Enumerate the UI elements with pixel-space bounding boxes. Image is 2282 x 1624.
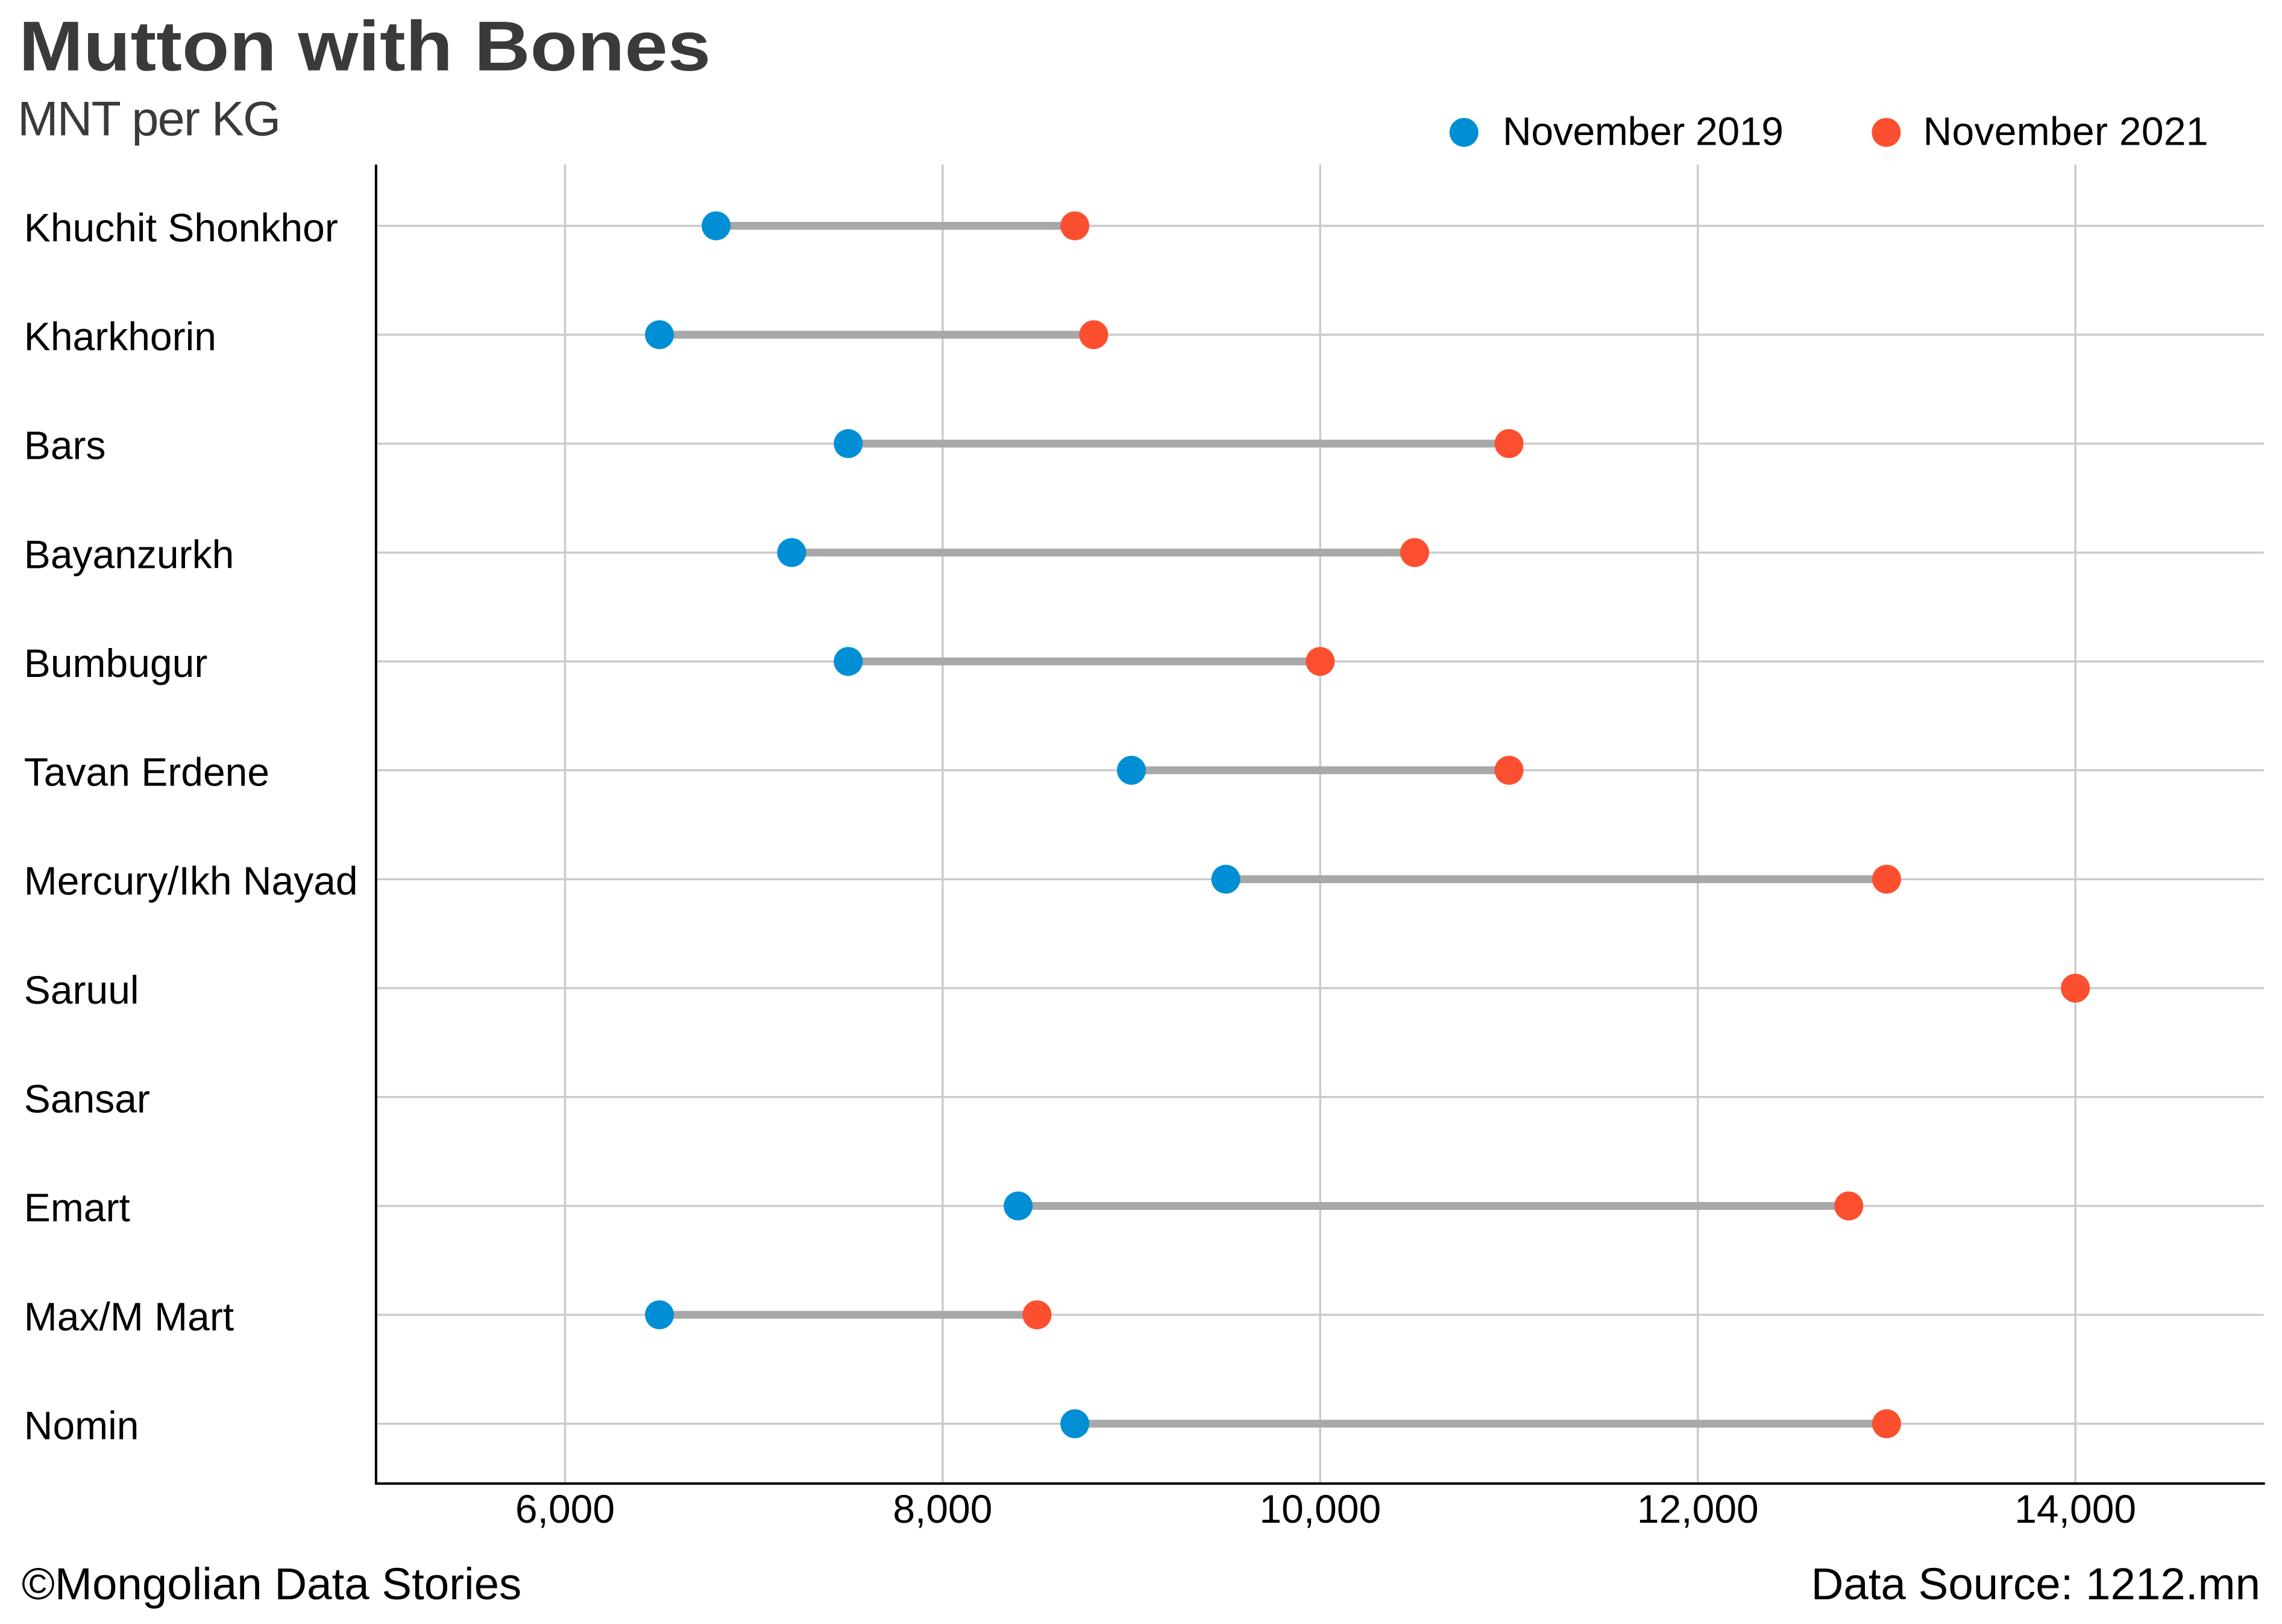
svg-text:Mutton with Bones: Mutton with Bones bbox=[19, 7, 711, 86]
svg-text:Data Source: 1212.mn: Data Source: 1212.mn bbox=[1811, 1559, 2260, 1609]
svg-text:©Mongolian Data Stories: ©Mongolian Data Stories bbox=[22, 1559, 521, 1609]
svg-text:Khuchit Shonkhor: Khuchit Shonkhor bbox=[24, 205, 338, 250]
svg-text:Max/M Mart: Max/M Mart bbox=[24, 1294, 234, 1339]
svg-text:6,000: 6,000 bbox=[515, 1487, 615, 1531]
svg-text:Mercury/Ikh Nayad: Mercury/Ikh Nayad bbox=[24, 858, 358, 903]
svg-text:Saruul: Saruul bbox=[24, 968, 139, 1012]
svg-text:November 2021: November 2021 bbox=[1923, 109, 2208, 153]
svg-text:November 2019: November 2019 bbox=[1503, 109, 1784, 153]
svg-text:MNT per KG: MNT per KG bbox=[17, 92, 281, 146]
svg-text:Bayanzurkh: Bayanzurkh bbox=[24, 532, 234, 576]
svg-text:Kharkhorin: Kharkhorin bbox=[24, 314, 216, 359]
svg-text:Tavan Erdene: Tavan Erdene bbox=[24, 750, 269, 795]
svg-text:Nomin: Nomin bbox=[24, 1403, 139, 1447]
svg-text:Sansar: Sansar bbox=[24, 1077, 150, 1121]
svg-text:12,000: 12,000 bbox=[1637, 1487, 1759, 1531]
svg-text:8,000: 8,000 bbox=[893, 1487, 992, 1531]
svg-text:14,000: 14,000 bbox=[2014, 1487, 2136, 1531]
svg-text:Bumbugur: Bumbugur bbox=[24, 641, 208, 685]
svg-text:Bars: Bars bbox=[24, 423, 106, 468]
svg-text:10,000: 10,000 bbox=[1259, 1487, 1381, 1531]
svg-text:Emart: Emart bbox=[24, 1185, 130, 1230]
